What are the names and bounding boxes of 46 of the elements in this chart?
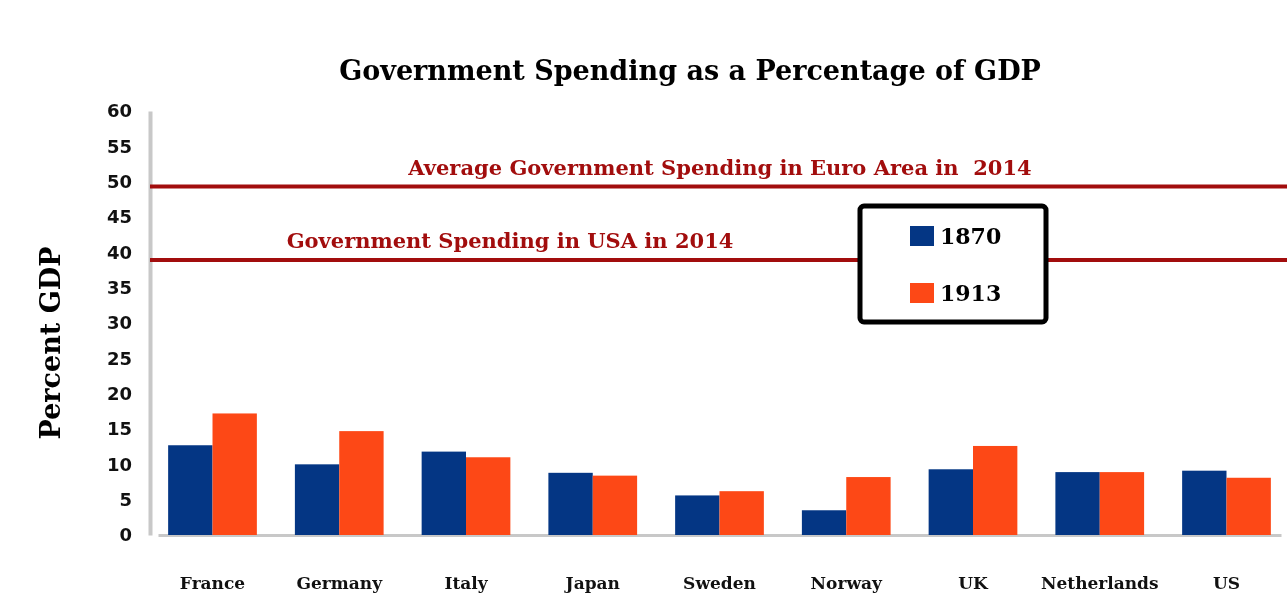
- y-tick-label: 55: [106, 135, 132, 157]
- x-tick-label: Italy: [444, 573, 489, 594]
- y-tick-label: 0: [119, 524, 132, 546]
- bar: [801, 510, 847, 535]
- y-tick-label: 5: [119, 488, 132, 510]
- ref-line-label: Government Spending in USA in 2014: [286, 228, 734, 254]
- legend-label: 1870: [940, 223, 1002, 249]
- bar: [339, 431, 384, 535]
- bar: [719, 491, 764, 535]
- y-tick-label: 20: [106, 382, 132, 404]
- y-tick-label: 15: [106, 418, 132, 440]
- bar: [1099, 472, 1145, 535]
- bar: [1226, 477, 1271, 535]
- ref-line-label: Average Government Spending in Euro Area in 2014: [407, 154, 1032, 180]
- bar: [168, 445, 213, 535]
- y-tick-label: 50: [106, 170, 132, 192]
- y-tick-label: 45: [106, 206, 132, 228]
- y-tick-label: 60: [106, 100, 132, 122]
- bar: [1182, 470, 1227, 535]
- bar: [973, 445, 1018, 535]
- bar: [846, 477, 891, 535]
- bar: [466, 457, 511, 535]
- bar: [294, 464, 340, 535]
- y-tick-label: 30: [106, 312, 132, 334]
- bar: [928, 469, 973, 535]
- bar: [592, 475, 638, 535]
- y-axis-title: Percent GDP: [35, 246, 66, 440]
- x-tick-label: Germany: [296, 573, 384, 594]
- x-tick-label: France: [179, 573, 246, 594]
- x-tick-label: Netherlands: [1040, 573, 1159, 594]
- bar: [548, 472, 593, 535]
- x-tick-label: US: [1212, 573, 1241, 594]
- y-tick-label: 25: [106, 347, 132, 369]
- y-tick-label: 35: [106, 276, 132, 298]
- y-tick-label: 10: [106, 453, 132, 475]
- bar: [421, 451, 466, 535]
- bar: [675, 495, 720, 535]
- chart-title: Government Spending as a Percentage of GDP: [339, 55, 1041, 86]
- bar: [1055, 472, 1100, 535]
- x-tick-label: Sweden: [683, 573, 756, 594]
- x-tick-label: Japan: [563, 573, 620, 594]
- x-tick-label: Norway: [810, 573, 884, 594]
- bar: [212, 413, 257, 535]
- x-tick-label: UK: [958, 573, 990, 594]
- y-tick-label: 40: [106, 241, 132, 263]
- legend-label: 1913: [940, 280, 1002, 306]
